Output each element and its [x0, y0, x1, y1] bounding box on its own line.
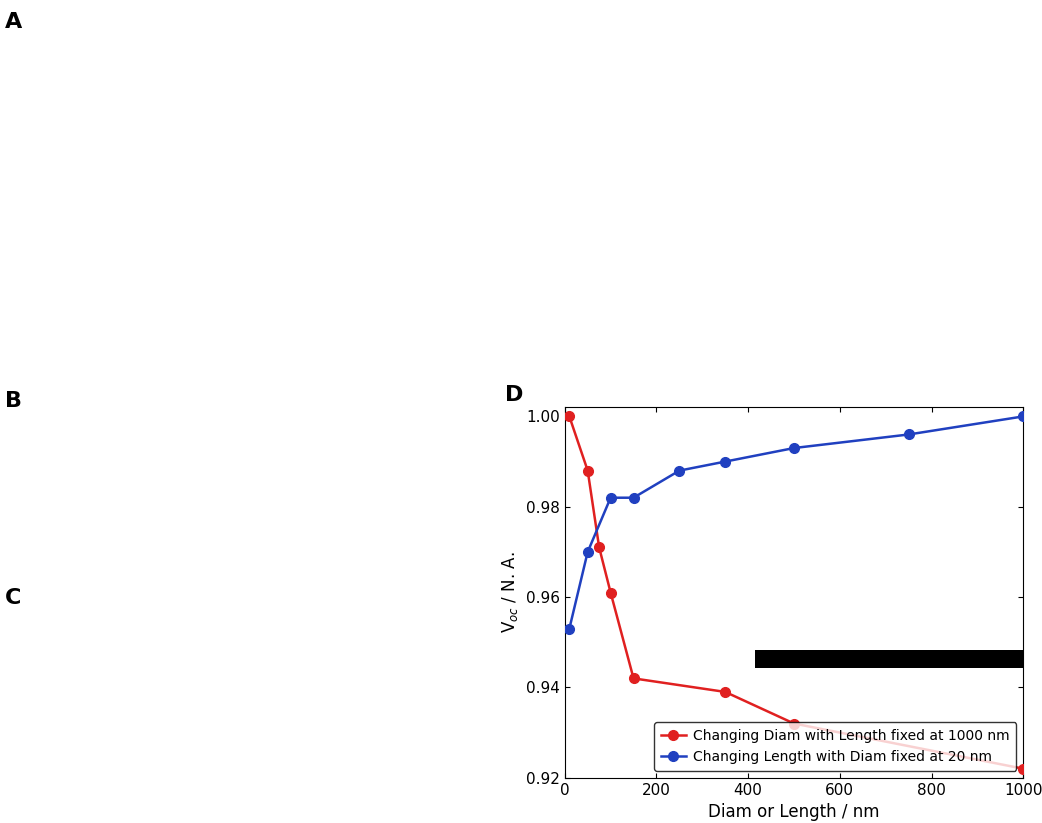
Bar — [755, 650, 1023, 668]
Changing Diam with Length fixed at 1000 nm — [719, 687, 731, 697]
Changing Diam with Length fixed at 1000 nm — [593, 542, 605, 552]
X-axis label: Diam or Length / nm: Diam or Length / nm — [709, 803, 879, 821]
Line: Changing Diam with Length fixed at 1000 nm: Changing Diam with Length fixed at 1000 … — [565, 412, 1028, 774]
Changing Length with Diam fixed at 20 nm — [563, 624, 575, 634]
Text: D: D — [505, 385, 523, 405]
Changing Diam with Length fixed at 1000 nm — [1017, 764, 1029, 774]
Changing Length with Diam fixed at 20 nm — [581, 547, 594, 557]
Changing Length with Diam fixed at 20 nm — [788, 443, 800, 453]
Changing Diam with Length fixed at 1000 nm — [604, 588, 617, 597]
Changing Diam with Length fixed at 1000 nm — [581, 466, 594, 476]
Changing Length with Diam fixed at 20 nm — [627, 493, 640, 503]
Line: Changing Length with Diam fixed at 20 nm: Changing Length with Diam fixed at 20 nm — [565, 412, 1028, 634]
Text: C: C — [5, 588, 22, 608]
Changing Length with Diam fixed at 20 nm — [902, 430, 915, 439]
Y-axis label: V$_{oc}$ / N. A.: V$_{oc}$ / N. A. — [500, 551, 520, 634]
Changing Length with Diam fixed at 20 nm — [604, 493, 617, 503]
Text: A: A — [5, 12, 23, 32]
Changing Length with Diam fixed at 20 nm — [1017, 412, 1029, 421]
Text: B: B — [5, 391, 22, 411]
Legend: Changing Diam with Length fixed at 1000 nm, Changing Length with Diam fixed at 2: Changing Diam with Length fixed at 1000 … — [653, 722, 1016, 771]
Changing Length with Diam fixed at 20 nm — [719, 457, 731, 467]
Changing Diam with Length fixed at 1000 nm — [788, 718, 800, 728]
Changing Diam with Length fixed at 1000 nm — [563, 412, 575, 421]
Changing Diam with Length fixed at 1000 nm — [627, 673, 640, 683]
Changing Length with Diam fixed at 20 nm — [673, 466, 686, 476]
